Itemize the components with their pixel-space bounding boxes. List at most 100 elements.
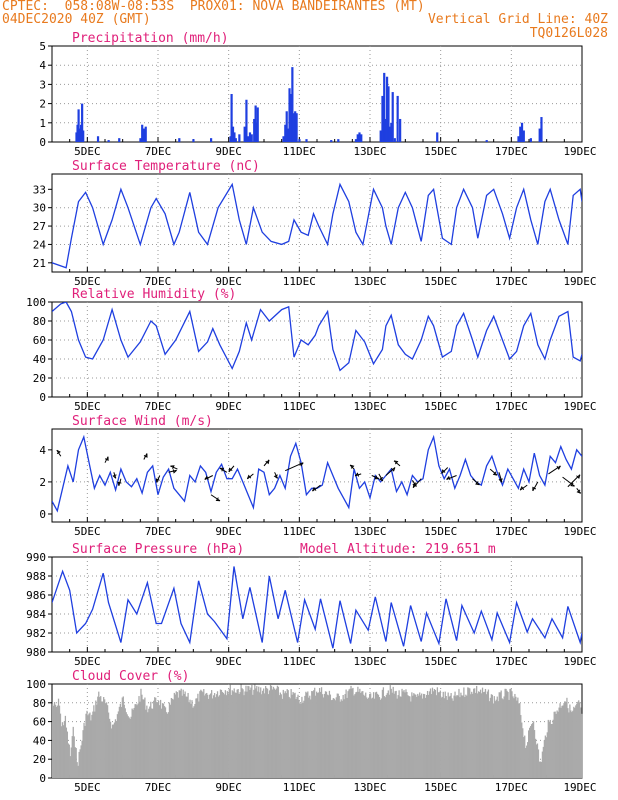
- x-tick-label-4-2: 9DEC: [215, 655, 242, 668]
- cloud-bar-81: [131, 708, 133, 778]
- cloud-bar-436: [479, 689, 482, 778]
- cloud-bar-8: [59, 713, 62, 778]
- cloud-bar-118: [167, 712, 170, 778]
- cloud-bar-354: [399, 696, 401, 778]
- cloud-bar-289: [335, 697, 337, 778]
- cloud-bar-423: [467, 687, 469, 778]
- x-tick-label-0-2: 9DEC: [215, 145, 242, 158]
- cloud-bar-305: [351, 688, 353, 778]
- cloud-bar-475: [518, 703, 520, 778]
- cloud-bar-503: [545, 737, 547, 778]
- x-tick-label-1-0: 5DEC: [74, 275, 101, 288]
- x-tick-label-3-2: 9DEC: [215, 525, 242, 538]
- precip-bar-44: [330, 140, 333, 142]
- precip-bar-15: [192, 139, 195, 142]
- cloud-bar-372: [417, 693, 419, 778]
- cloud-bar-407: [451, 698, 453, 778]
- cloud-bar-483: [526, 745, 528, 778]
- cloud-bar-290: [336, 693, 338, 778]
- y-tick-label-1-0: 21: [33, 257, 46, 270]
- cloud-bar-44: [95, 700, 97, 778]
- cloud-bar-532: [574, 707, 576, 778]
- cloud-bar-84: [134, 704, 136, 778]
- cloud-bar-31: [82, 730, 84, 778]
- precip-bar-56: [388, 126, 391, 142]
- cloud-bar-358: [403, 690, 405, 778]
- cloud-bar-345: [390, 688, 392, 778]
- cloud-bar-74: [124, 708, 126, 778]
- cloud-bar-68: [118, 706, 121, 778]
- cloud-bar-121: [170, 697, 173, 778]
- cloud-bar-508: [550, 723, 552, 778]
- cloud-bar-267: [314, 687, 316, 778]
- x-tick-label-0-6: 17DEC: [495, 145, 528, 158]
- cloud-bar-348: [393, 693, 395, 778]
- cloud-bar-243: [290, 689, 292, 778]
- series-line-3: [52, 434, 582, 513]
- cloud-bar-412: [456, 695, 458, 778]
- x-tick-label-0-5: 15DEC: [424, 145, 457, 158]
- panel-subtitle-4: Model Altitude: 219.651 m: [300, 542, 496, 557]
- cloud-bar-217: [264, 686, 267, 778]
- series-line-4: [52, 566, 582, 649]
- y-tick-label-0-3: 3: [39, 78, 46, 91]
- cloud-bar-467: [510, 688, 512, 778]
- cloud-bar-204: [252, 694, 254, 778]
- wind-arrow-10: [219, 467, 228, 473]
- cloud-bar-80: [130, 716, 132, 778]
- cloud-bar-385: [429, 688, 432, 778]
- cloud-bar-501: [543, 740, 546, 778]
- cloud-bar-171: [219, 689, 222, 778]
- cloud-bar-246: [293, 693, 295, 778]
- cloud-bar-413: [457, 695, 459, 778]
- cloud-bar-252: [299, 703, 301, 778]
- wind-arrow-1: [104, 456, 109, 463]
- cloud-bar-120: [169, 704, 172, 778]
- cloud-bar-429: [473, 688, 475, 778]
- x-tick-label-3-7: 19DEC: [563, 525, 596, 538]
- cloud-bar-472: [515, 696, 517, 778]
- cloud-bar-187: [235, 692, 237, 778]
- cloud-bar-408: [452, 700, 454, 778]
- cloud-bar-62: [112, 724, 115, 778]
- cloud-bar-24: [75, 748, 77, 778]
- precip-bar-20: [233, 132, 236, 142]
- cloud-bar-384: [428, 691, 431, 778]
- cloud-bar-320: [366, 697, 368, 778]
- cloud-bar-108: [158, 700, 160, 778]
- cloud-bar-168: [216, 691, 219, 778]
- wind-arrow-12: [246, 473, 254, 480]
- cloud-bar-159: [208, 698, 210, 778]
- cloud-bar-465: [508, 699, 510, 778]
- cloud-bar-93: [143, 699, 145, 778]
- x-tick-label-3-4: 13DEC: [353, 525, 386, 538]
- cloud-bar-226: [273, 688, 276, 778]
- y-tick-label-4-5: 990: [26, 551, 46, 564]
- cloud-bar-147: [196, 698, 198, 778]
- precip-bar-37: [289, 94, 293, 142]
- cloud-bar-257: [304, 695, 306, 778]
- panel-title-4: Surface Pressure (hPa): [72, 542, 244, 557]
- cloud-bar-301: [347, 691, 349, 778]
- cloud-bar-340: [385, 694, 387, 778]
- cloud-bar-460: [503, 696, 505, 778]
- cloud-bar-321: [367, 698, 369, 778]
- y-tick-label-5-3: 60: [33, 716, 46, 729]
- y-tick-label-1-1: 24: [33, 238, 47, 251]
- cloud-bar-200: [248, 686, 250, 778]
- cloud-bar-125: [174, 694, 176, 778]
- wind-arrow-14: [273, 472, 279, 479]
- x-tick-label-2-6: 17DEC: [495, 400, 528, 413]
- cloud-bar-466: [509, 688, 511, 778]
- cloud-bar-4: [55, 706, 58, 778]
- cloud-bar-515: [557, 711, 559, 778]
- cloud-bar-67: [117, 711, 120, 778]
- cloud-bar-304: [350, 685, 352, 778]
- cloud-bar-334: [379, 699, 382, 778]
- x-tick-label-3-3: 11DEC: [283, 525, 316, 538]
- cloud-bar-225: [272, 686, 275, 778]
- x-tick-label-3-6: 17DEC: [495, 525, 528, 538]
- cloud-bar-134: [183, 693, 185, 778]
- cloud-bar-328: [373, 698, 376, 778]
- precip-bar-11: [141, 124, 144, 142]
